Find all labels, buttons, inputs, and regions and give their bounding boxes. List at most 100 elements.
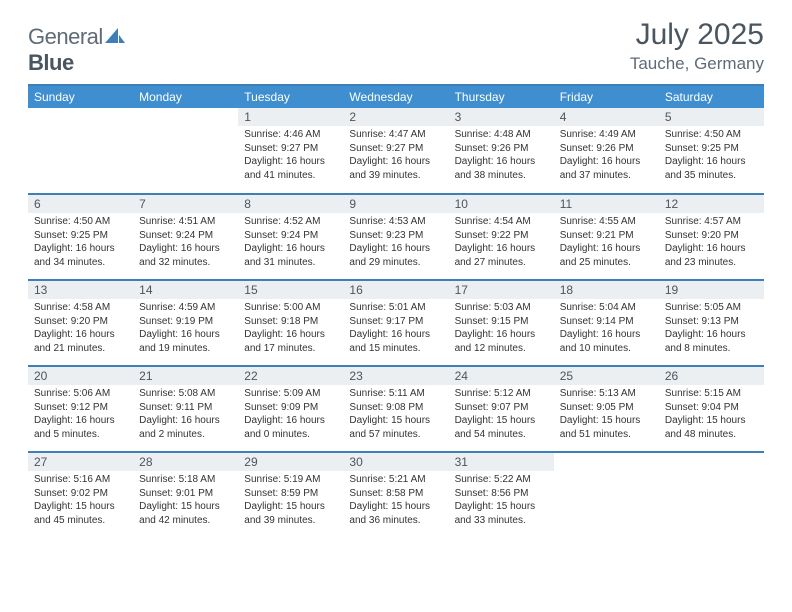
- calendar-table: SundayMondayTuesdayWednesdayThursdayFrid…: [28, 86, 764, 538]
- header: GeneralBlue July 2025 Tauche, Germany: [28, 18, 764, 76]
- calendar-cell: [659, 452, 764, 538]
- day-details: Sunrise: 4:58 AMSunset: 9:20 PMDaylight:…: [28, 299, 133, 357]
- day-details: Sunrise: 4:54 AMSunset: 9:22 PMDaylight:…: [449, 213, 554, 271]
- calendar-cell: 5Sunrise: 4:50 AMSunset: 9:25 PMDaylight…: [659, 108, 764, 194]
- day-number: 24: [449, 367, 554, 385]
- day-details: Sunrise: 4:49 AMSunset: 9:26 PMDaylight:…: [554, 126, 659, 184]
- calendar-cell: 20Sunrise: 5:06 AMSunset: 9:12 PMDayligh…: [28, 366, 133, 452]
- calendar-cell: 12Sunrise: 4:57 AMSunset: 9:20 PMDayligh…: [659, 194, 764, 280]
- calendar-cell: [28, 108, 133, 194]
- day-details: Sunrise: 5:13 AMSunset: 9:05 PMDaylight:…: [554, 385, 659, 443]
- day-details: Sunrise: 5:03 AMSunset: 9:15 PMDaylight:…: [449, 299, 554, 357]
- calendar-page: GeneralBlue July 2025 Tauche, Germany Su…: [0, 0, 792, 538]
- day-number: 10: [449, 195, 554, 213]
- day-details: Sunrise: 5:08 AMSunset: 9:11 PMDaylight:…: [133, 385, 238, 443]
- title-block: July 2025 Tauche, Germany: [630, 18, 764, 74]
- calendar-cell: 27Sunrise: 5:16 AMSunset: 9:02 PMDayligh…: [28, 452, 133, 538]
- day-details: Sunrise: 4:51 AMSunset: 9:24 PMDaylight:…: [133, 213, 238, 271]
- day-number: 4: [554, 108, 659, 126]
- day-header: Tuesday: [238, 86, 343, 108]
- day-details: Sunrise: 4:53 AMSunset: 9:23 PMDaylight:…: [343, 213, 448, 271]
- day-details: Sunrise: 4:59 AMSunset: 9:19 PMDaylight:…: [133, 299, 238, 357]
- calendar-cell: 19Sunrise: 5:05 AMSunset: 9:13 PMDayligh…: [659, 280, 764, 366]
- calendar-week: 20Sunrise: 5:06 AMSunset: 9:12 PMDayligh…: [28, 366, 764, 452]
- day-number: 29: [238, 453, 343, 471]
- day-number: 2: [343, 108, 448, 126]
- day-number-empty: [554, 453, 659, 471]
- day-number: 8: [238, 195, 343, 213]
- calendar-cell: 6Sunrise: 4:50 AMSunset: 9:25 PMDaylight…: [28, 194, 133, 280]
- day-number: 11: [554, 195, 659, 213]
- calendar-cell: 24Sunrise: 5:12 AMSunset: 9:07 PMDayligh…: [449, 366, 554, 452]
- calendar-week: 13Sunrise: 4:58 AMSunset: 9:20 PMDayligh…: [28, 280, 764, 366]
- day-details: Sunrise: 5:21 AMSunset: 8:58 PMDaylight:…: [343, 471, 448, 529]
- day-details: Sunrise: 5:16 AMSunset: 9:02 PMDaylight:…: [28, 471, 133, 529]
- calendar-cell: 1Sunrise: 4:46 AMSunset: 9:27 PMDaylight…: [238, 108, 343, 194]
- day-details: Sunrise: 4:50 AMSunset: 9:25 PMDaylight:…: [28, 213, 133, 271]
- day-number: 16: [343, 281, 448, 299]
- day-number: 28: [133, 453, 238, 471]
- calendar-cell: 15Sunrise: 5:00 AMSunset: 9:18 PMDayligh…: [238, 280, 343, 366]
- calendar-cell: 2Sunrise: 4:47 AMSunset: 9:27 PMDaylight…: [343, 108, 448, 194]
- day-details: Sunrise: 5:01 AMSunset: 9:17 PMDaylight:…: [343, 299, 448, 357]
- day-number: 26: [659, 367, 764, 385]
- day-number: 13: [28, 281, 133, 299]
- calendar-cell: 11Sunrise: 4:55 AMSunset: 9:21 PMDayligh…: [554, 194, 659, 280]
- day-number: 14: [133, 281, 238, 299]
- day-details: Sunrise: 5:06 AMSunset: 9:12 PMDaylight:…: [28, 385, 133, 443]
- calendar-cell: 4Sunrise: 4:49 AMSunset: 9:26 PMDaylight…: [554, 108, 659, 194]
- day-number: 20: [28, 367, 133, 385]
- location-text: Tauche, Germany: [630, 54, 764, 74]
- calendar-cell: 14Sunrise: 4:59 AMSunset: 9:19 PMDayligh…: [133, 280, 238, 366]
- calendar-cell: 22Sunrise: 5:09 AMSunset: 9:09 PMDayligh…: [238, 366, 343, 452]
- day-number: 7: [133, 195, 238, 213]
- calendar-cell: 26Sunrise: 5:15 AMSunset: 9:04 PMDayligh…: [659, 366, 764, 452]
- day-header: Sunday: [28, 86, 133, 108]
- day-details: Sunrise: 4:55 AMSunset: 9:21 PMDaylight:…: [554, 213, 659, 271]
- calendar-week: 1Sunrise: 4:46 AMSunset: 9:27 PMDaylight…: [28, 108, 764, 194]
- day-details: Sunrise: 5:05 AMSunset: 9:13 PMDaylight:…: [659, 299, 764, 357]
- day-details: Sunrise: 4:50 AMSunset: 9:25 PMDaylight:…: [659, 126, 764, 184]
- day-details: Sunrise: 5:22 AMSunset: 8:56 PMDaylight:…: [449, 471, 554, 529]
- day-number: 18: [554, 281, 659, 299]
- calendar-cell: [554, 452, 659, 538]
- day-details: Sunrise: 4:57 AMSunset: 9:20 PMDaylight:…: [659, 213, 764, 271]
- day-number-empty: [133, 108, 238, 126]
- brand-part2: Blue: [28, 50, 74, 75]
- calendar-cell: 8Sunrise: 4:52 AMSunset: 9:24 PMDaylight…: [238, 194, 343, 280]
- day-details: Sunrise: 4:47 AMSunset: 9:27 PMDaylight:…: [343, 126, 448, 184]
- day-details: Sunrise: 5:18 AMSunset: 9:01 PMDaylight:…: [133, 471, 238, 529]
- day-number-empty: [659, 453, 764, 471]
- day-number: 22: [238, 367, 343, 385]
- day-header: Monday: [133, 86, 238, 108]
- calendar-cell: 17Sunrise: 5:03 AMSunset: 9:15 PMDayligh…: [449, 280, 554, 366]
- day-number: 19: [659, 281, 764, 299]
- brand-text: GeneralBlue: [28, 24, 125, 76]
- day-number: 5: [659, 108, 764, 126]
- day-number: 9: [343, 195, 448, 213]
- day-number: 27: [28, 453, 133, 471]
- day-header: Thursday: [449, 86, 554, 108]
- day-details: Sunrise: 5:11 AMSunset: 9:08 PMDaylight:…: [343, 385, 448, 443]
- calendar-cell: 9Sunrise: 4:53 AMSunset: 9:23 PMDaylight…: [343, 194, 448, 280]
- day-header: Friday: [554, 86, 659, 108]
- calendar-week: 27Sunrise: 5:16 AMSunset: 9:02 PMDayligh…: [28, 452, 764, 538]
- calendar-cell: 30Sunrise: 5:21 AMSunset: 8:58 PMDayligh…: [343, 452, 448, 538]
- calendar-cell: 28Sunrise: 5:18 AMSunset: 9:01 PMDayligh…: [133, 452, 238, 538]
- day-details: Sunrise: 5:12 AMSunset: 9:07 PMDaylight:…: [449, 385, 554, 443]
- day-number: 17: [449, 281, 554, 299]
- calendar-cell: 13Sunrise: 4:58 AMSunset: 9:20 PMDayligh…: [28, 280, 133, 366]
- day-number: 31: [449, 453, 554, 471]
- brand-sail-icon: [105, 24, 125, 50]
- day-details: Sunrise: 5:15 AMSunset: 9:04 PMDaylight:…: [659, 385, 764, 443]
- day-number-empty: [28, 108, 133, 126]
- day-header-row: SundayMondayTuesdayWednesdayThursdayFrid…: [28, 86, 764, 108]
- day-number: 23: [343, 367, 448, 385]
- brand-logo: GeneralBlue: [28, 24, 125, 76]
- day-details: Sunrise: 4:46 AMSunset: 9:27 PMDaylight:…: [238, 126, 343, 184]
- day-number: 3: [449, 108, 554, 126]
- day-details: Sunrise: 4:48 AMSunset: 9:26 PMDaylight:…: [449, 126, 554, 184]
- calendar-cell: 31Sunrise: 5:22 AMSunset: 8:56 PMDayligh…: [449, 452, 554, 538]
- calendar-cell: 18Sunrise: 5:04 AMSunset: 9:14 PMDayligh…: [554, 280, 659, 366]
- day-header: Wednesday: [343, 86, 448, 108]
